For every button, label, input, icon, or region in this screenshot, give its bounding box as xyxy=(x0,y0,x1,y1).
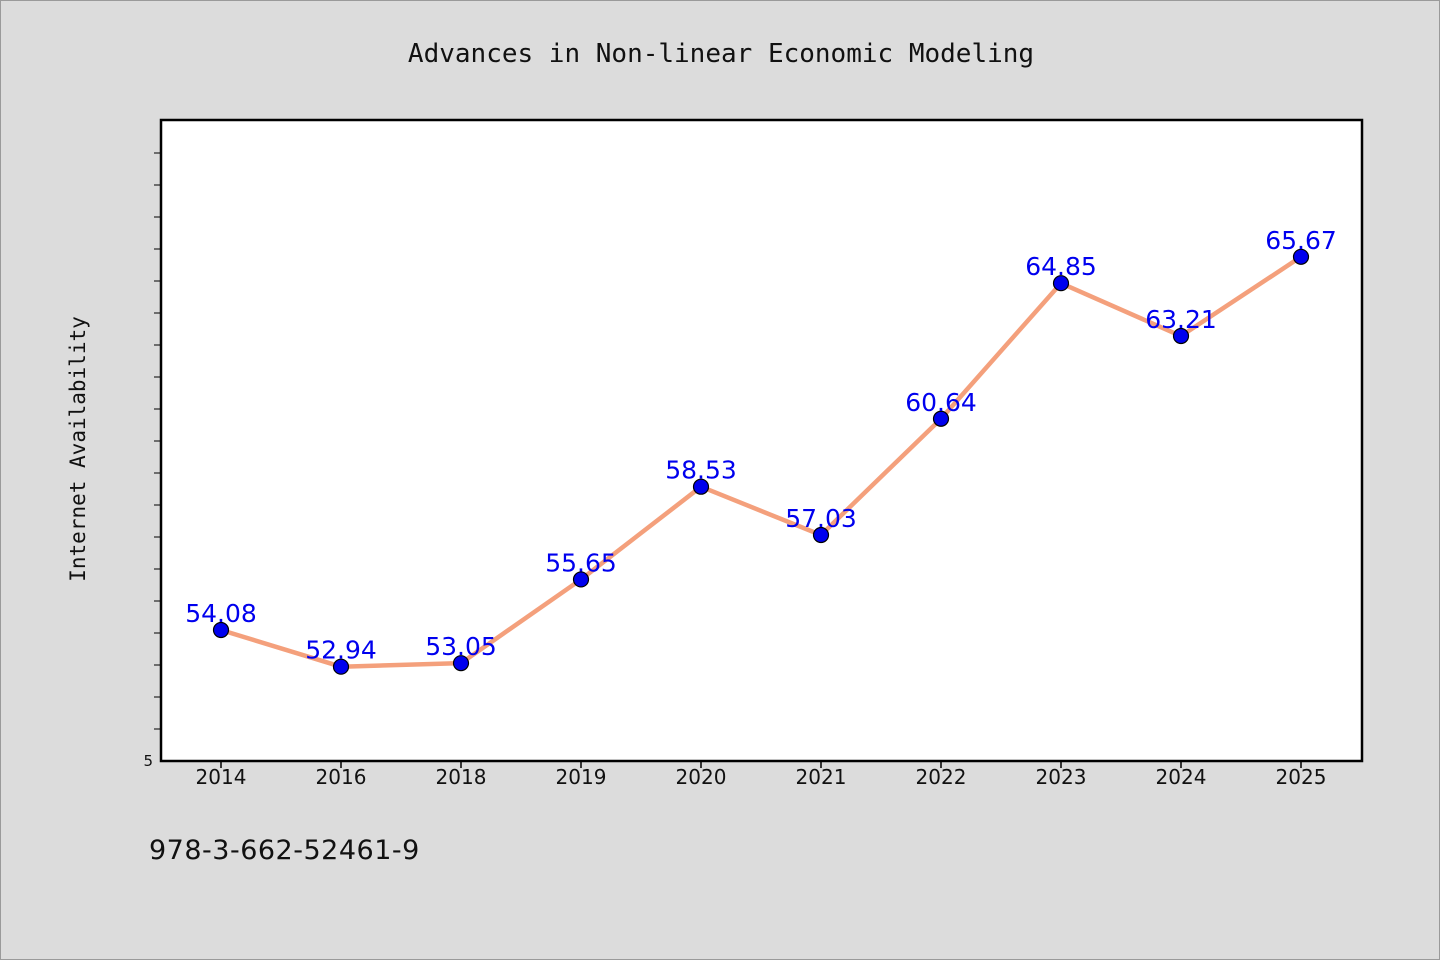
x-tick-label: 2022 xyxy=(916,765,967,789)
y-tick-label: 5 xyxy=(143,752,153,770)
x-tick-label: 2020 xyxy=(676,765,727,789)
data-label: 65.67 xyxy=(1265,226,1337,255)
data-label: 63.21 xyxy=(1145,305,1217,334)
data-label: 64.85 xyxy=(1025,252,1097,281)
data-point xyxy=(812,526,830,544)
series-markers xyxy=(212,248,1310,675)
series-line xyxy=(218,254,1304,669)
data-label: 53.05 xyxy=(425,632,497,661)
data-point xyxy=(1052,275,1070,292)
data-point xyxy=(212,621,230,639)
x-tick-label: 2016 xyxy=(316,765,367,789)
data-label: 54.08 xyxy=(185,599,257,628)
x-tick-label: 2025 xyxy=(1276,765,1327,789)
y-axis-label: Internet Availability xyxy=(66,316,90,582)
data-point xyxy=(1172,327,1190,345)
x-tick-label: 2014 xyxy=(196,765,247,789)
plot-area xyxy=(159,118,1364,763)
data-point xyxy=(1292,248,1310,265)
x-tick-label: 2024 xyxy=(1156,765,1207,789)
x-tick-label: 2023 xyxy=(1036,765,1087,789)
y-minor-ticks xyxy=(154,152,161,730)
x-ticks xyxy=(220,761,1302,768)
isbn-footer: 978-3-662-52461-9 xyxy=(149,835,420,866)
x-tick-label: 2021 xyxy=(796,765,847,789)
series-lines xyxy=(218,254,1304,669)
data-point xyxy=(332,658,350,675)
data-label: 58.53 xyxy=(665,456,737,485)
x-tick-label: 2018 xyxy=(436,765,487,789)
data-labels: 54.08 52.94 53.05 55.65 58.53 57.03 60.64 64.85… xyxy=(185,226,1337,665)
x-tick-label: 2019 xyxy=(556,765,607,789)
chart-title: Advances in Non-linear Economic Modeling xyxy=(408,39,1034,69)
data-point xyxy=(452,655,470,672)
data-point xyxy=(932,410,950,427)
data-label: 55.65 xyxy=(545,548,617,577)
data-label: 52.94 xyxy=(305,636,377,665)
data-point xyxy=(572,571,590,588)
data-label: 57.03 xyxy=(785,504,857,533)
data-label: 60.64 xyxy=(905,388,977,417)
x-tick-labels: 2014 2016 2018 2019 2020 2021 2022 2023 2024 2025 xyxy=(196,765,1327,789)
y-tick-labels: 5 xyxy=(143,752,153,770)
data-point xyxy=(692,478,710,495)
